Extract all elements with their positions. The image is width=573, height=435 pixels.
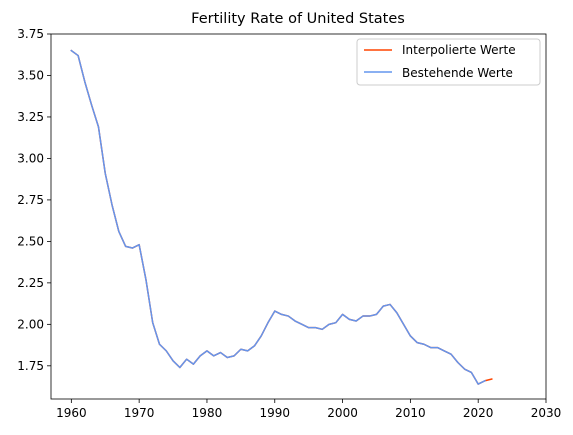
series-line-bestehende-werte [70, 49, 486, 385]
series-layer [70, 49, 493, 385]
axes-layer: 1960 1970 1980 1990 2000 2010 2020 2030 1.75 2.00… [17, 27, 561, 420]
x-tick-label: 2000 [327, 406, 358, 420]
x-tick-label: 2030 [531, 406, 562, 420]
x-tick-label: 1970 [124, 406, 155, 420]
y-tick-label: 2.50 [17, 234, 44, 248]
y-tick-label: 3.50 [17, 68, 44, 82]
legend-box [356, 38, 541, 86]
x-tick-label: 1960 [56, 406, 87, 420]
y-tick-label: 2.25 [17, 276, 44, 290]
x-tick-label: 2010 [395, 406, 426, 420]
y-tick-label: 1.75 [17, 359, 44, 373]
legend: Interpolierte Werte Bestehende Werte [356, 38, 541, 86]
y-tick-label: 3.00 [17, 151, 44, 165]
legend-label-interpolierte-werte: Interpolierte Werte [402, 43, 516, 57]
y-tick-label: 3.25 [17, 110, 44, 124]
axes-frame [50, 33, 547, 400]
legend-label-bestehende-werte: Bestehende Werte [402, 66, 513, 80]
y-tick-label: 3.75 [17, 27, 44, 41]
x-tick-label: 2020 [463, 406, 494, 420]
x-tick-label: 1980 [192, 406, 223, 420]
chart-title: Fertility Rate of United States [191, 11, 405, 27]
y-tick-label: 2.75 [17, 193, 44, 207]
x-tick-label: 1990 [259, 406, 290, 420]
plot-area [51, 34, 546, 399]
y-tick-label: 2.00 [17, 317, 44, 331]
